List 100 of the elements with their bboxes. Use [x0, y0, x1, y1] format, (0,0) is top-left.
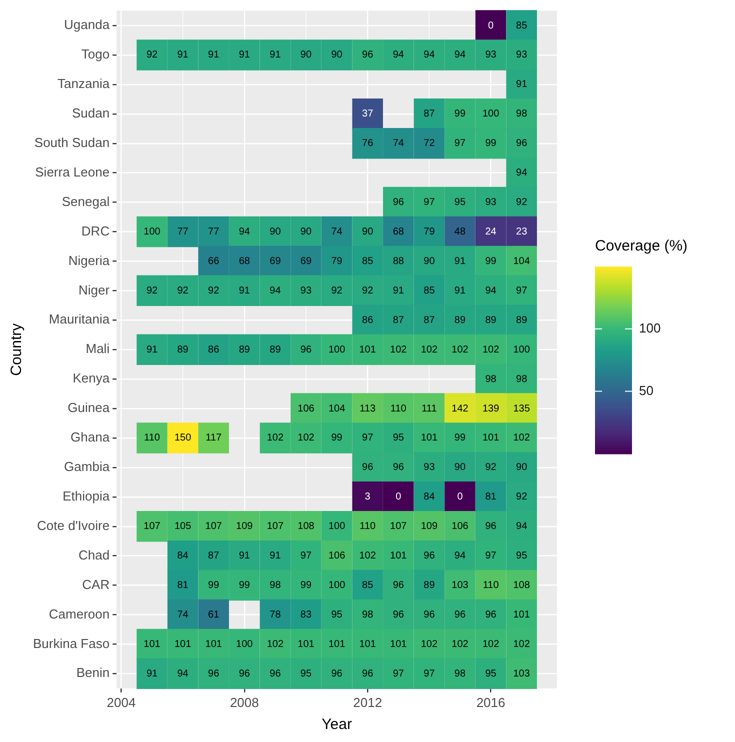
y-tick-label: Nigeria [68, 252, 110, 268]
data-label: 3 [364, 492, 371, 503]
data-label: 91 [177, 50, 189, 61]
y-tick-label: Cote d'Ivoire [37, 518, 110, 533]
data-label: 107 [205, 521, 222, 532]
data-label: 98 [362, 610, 374, 620]
data-label: 87 [424, 108, 436, 120]
data-label: 109 [420, 521, 438, 532]
data-label: 99 [454, 432, 466, 444]
data-label: 91 [270, 550, 282, 562]
data-label: 97 [485, 550, 497, 562]
data-label: 101 [390, 638, 408, 650]
data-label: 85 [362, 580, 374, 592]
data-label: 91 [146, 668, 158, 680]
data-label: 96 [238, 668, 250, 680]
data-label: 105 [174, 521, 192, 532]
data-label: 93 [485, 50, 497, 61]
y-tick-label: Gambia [64, 459, 110, 474]
data-label: 117 [206, 432, 222, 444]
color-bar-label: 50 [639, 382, 654, 398]
data-label: 24 [485, 226, 497, 238]
data-label: 90 [362, 226, 374, 238]
data-label: 90 [454, 462, 466, 474]
data-label: 100 [236, 638, 254, 650]
data-label: 106 [298, 403, 315, 414]
data-label: 101 [420, 432, 438, 444]
data-label: 91 [516, 79, 528, 90]
data-label: 86 [362, 314, 374, 326]
data-label: 69 [270, 256, 282, 267]
data-label: 0 [396, 492, 402, 503]
data-label: 87 [392, 314, 404, 326]
data-label: 94 [516, 521, 528, 532]
data-label: 76 [362, 138, 374, 150]
data-label: 102 [390, 344, 408, 356]
data-label: 77 [208, 226, 220, 238]
data-label: 89 [424, 580, 436, 592]
data-label: 96 [362, 668, 374, 680]
data-label: 96 [300, 344, 312, 356]
data-label: 92 [146, 285, 158, 296]
y-tick-label: Cameroon [48, 606, 110, 622]
data-label: 96 [392, 462, 404, 474]
data-label: 101 [328, 638, 346, 650]
data-label: 99 [300, 580, 312, 592]
data-label: 91 [454, 285, 466, 296]
data-label: 107 [266, 521, 284, 532]
data-label: 91 [454, 256, 466, 267]
data-label: 95 [392, 432, 404, 444]
data-label: 88 [392, 256, 404, 267]
data-label: 101 [205, 638, 222, 650]
data-label: 96 [424, 610, 436, 620]
data-label: 74 [177, 610, 189, 620]
data-label: 72 [424, 138, 436, 150]
x-tick-label: 2008 [230, 694, 259, 710]
data-label: 102 [298, 432, 315, 444]
data-label: 81 [177, 580, 189, 592]
y-tick-label: Ethiopia [62, 488, 110, 504]
data-label: 83 [300, 610, 312, 620]
data-label: 94 [424, 50, 436, 61]
y-tick-label: South Sudan [34, 134, 110, 150]
data-label: 100 [328, 344, 346, 356]
data-label: 94 [454, 50, 466, 61]
data-label: 102 [266, 638, 284, 650]
y-tick-label: Kenya [72, 370, 110, 386]
data-label: 97 [516, 285, 528, 296]
data-label: 110 [482, 580, 500, 592]
data-label: 104 [328, 403, 346, 414]
data-label: 108 [298, 521, 315, 532]
y-tick-label: DRC [81, 223, 110, 238]
data-label: 100 [144, 226, 161, 238]
y-tick-label: Guinea [68, 400, 110, 416]
data-label: 95 [331, 610, 343, 620]
data-label: 107 [144, 521, 161, 532]
data-label: 96 [454, 610, 466, 620]
data-label: 85 [362, 256, 374, 267]
data-label: 87 [208, 550, 220, 562]
data-label: 101 [482, 432, 500, 444]
x-tick-label: 2012 [353, 694, 382, 710]
data-label: 98 [516, 108, 528, 120]
data-label: 139 [482, 403, 500, 414]
data-label: 150 [174, 432, 192, 444]
data-label: 89 [177, 344, 189, 356]
data-label: 106 [452, 521, 469, 532]
data-label: 94 [177, 668, 189, 680]
data-label: 100 [328, 521, 346, 532]
data-label: 103 [452, 580, 469, 592]
data-label: 102 [420, 638, 438, 650]
y-tick-label: Ghana [70, 430, 110, 445]
data-label: 85 [516, 20, 528, 32]
data-label: 92 [485, 462, 497, 474]
data-label: 87 [424, 314, 436, 326]
data-label: 48 [454, 226, 466, 238]
data-label: 99 [331, 432, 343, 444]
data-label: 100 [482, 108, 500, 120]
data-label: 74 [392, 138, 404, 150]
data-label: 99 [485, 138, 497, 150]
data-label: 96 [392, 610, 404, 620]
data-label: 61 [208, 610, 220, 620]
y-tick-label: Senegal [62, 194, 110, 209]
data-label: 98 [516, 374, 528, 385]
data-label: 95 [485, 668, 497, 680]
